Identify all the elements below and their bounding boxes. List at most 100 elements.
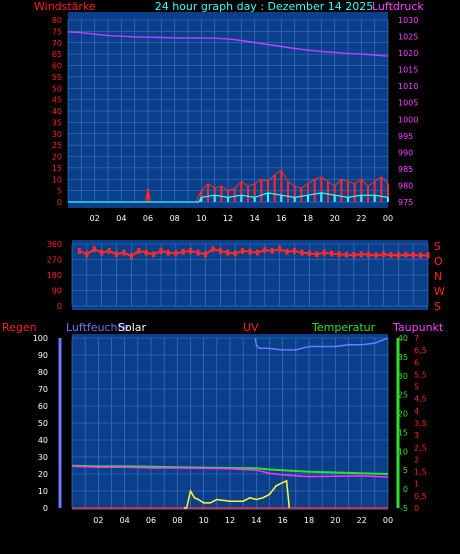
legend-temperature: Temperatur xyxy=(311,321,376,334)
y-tick-label-pressure: 980 xyxy=(398,181,413,190)
y-tick-label-direction: 360 xyxy=(47,240,62,249)
compass-label: N xyxy=(434,270,442,283)
x-tick-label: 04 xyxy=(120,516,130,525)
y-tick-label-left: 0 xyxy=(43,504,48,513)
x-tick-label: 16 xyxy=(276,214,286,223)
y-tick-label-uv: 2 xyxy=(414,455,419,464)
y-tick-label-temp: 25 xyxy=(398,391,408,400)
y-tick-label-pressure: 975 xyxy=(398,198,413,207)
x-tick-label: 06 xyxy=(146,516,156,525)
x-tick-label: 10 xyxy=(196,214,206,223)
direction-line xyxy=(78,248,429,258)
x-tick-label: 04 xyxy=(116,214,126,223)
y-tick-label-pressure: 990 xyxy=(398,148,413,157)
y-tick-label-left: 40 xyxy=(38,436,48,445)
y-tick-label-temp: -5 xyxy=(400,504,408,513)
y-tick-label-uv: 7 xyxy=(414,334,419,343)
legend-rain: Regen xyxy=(2,321,37,334)
y-tick-label-left: 100 xyxy=(33,334,48,343)
y-tick-label-uv: 4,5 xyxy=(414,395,427,404)
y-tick-label-uv: 3,5 xyxy=(414,419,427,428)
compass-label: S xyxy=(434,300,441,313)
solar-line xyxy=(183,479,291,509)
compass-label: S xyxy=(434,240,441,253)
x-tick-label: 12 xyxy=(225,516,235,525)
y-tick-label-temp: 10 xyxy=(398,447,408,456)
y-tick-label-wind: 55 xyxy=(52,73,62,82)
x-tick-label: 20 xyxy=(330,214,340,223)
humidity-line xyxy=(254,337,389,351)
y-tick-label-temp: 35 xyxy=(398,353,408,362)
y-tick-label-wind: 20 xyxy=(52,153,62,162)
wind-axis-title: Windstärke xyxy=(34,0,96,13)
y-tick-label-uv: 6,5 xyxy=(414,346,427,355)
y-tick-label-uv: 2,5 xyxy=(414,443,427,452)
grid-weather xyxy=(71,337,389,509)
y-tick-label-uv: 0,5 xyxy=(414,492,427,501)
pressure-axis-title: Luftdruck xyxy=(372,0,424,13)
y-tick-label-temp: 5 xyxy=(403,466,408,475)
x-tick-label: 02 xyxy=(90,214,100,223)
y-tick-label-temp: 40 xyxy=(398,334,408,343)
y-tick-label-left: 60 xyxy=(38,402,48,411)
y-tick-label-wind: 40 xyxy=(52,107,62,116)
y-tick-label-pressure: 1005 xyxy=(398,99,418,108)
x-tick-label: 16 xyxy=(278,516,288,525)
y-tick-label-left: 50 xyxy=(38,419,48,428)
gust-line xyxy=(68,192,389,203)
chart-title: 24 hour graph day : Dezember 14 2025 xyxy=(155,0,374,13)
y-tick-label-pressure: 1010 xyxy=(398,82,418,91)
y-tick-label-wind: 45 xyxy=(52,96,62,105)
y-tick-label-pressure: 1000 xyxy=(398,115,418,124)
y-tick-label-wind: 5 xyxy=(57,187,62,196)
y-tick-label-wind: 0 xyxy=(57,198,62,207)
y-tick-label-pressure: 1020 xyxy=(398,49,418,58)
y-tick-label-uv: 5 xyxy=(414,383,419,392)
data-marks xyxy=(58,31,430,509)
x-tick-label: 20 xyxy=(330,516,340,525)
x-tick-label: 08 xyxy=(172,516,182,525)
y-tick-label-wind: 10 xyxy=(52,175,62,184)
x-tick-label: 12 xyxy=(223,214,233,223)
legend-dewpoint: Taupunkt xyxy=(392,321,444,334)
y-tick-label-uv: 1 xyxy=(414,480,419,489)
y-tick-label-uv: 6 xyxy=(414,358,419,367)
y-tick-label-left: 80 xyxy=(38,368,48,377)
pressure-line xyxy=(67,31,389,57)
y-tick-label-wind: 60 xyxy=(52,62,62,71)
y-tick-label-wind: 70 xyxy=(52,39,62,48)
x-tick-label: 00 xyxy=(383,214,393,223)
y-tick-label-pressure: 985 xyxy=(398,165,413,174)
y-tick-label-direction: 270 xyxy=(47,256,62,265)
y-tick-label-uv: 0 xyxy=(414,504,419,513)
compass-label: O xyxy=(434,255,443,268)
y-tick-label-left: 10 xyxy=(38,487,48,496)
y-tick-label-temp: 30 xyxy=(398,372,408,381)
y-tick-label-wind: 50 xyxy=(52,84,62,93)
x-tick-label: 18 xyxy=(304,516,314,525)
x-tick-label: 00 xyxy=(383,516,393,525)
direction-point xyxy=(426,252,430,259)
wind-line xyxy=(68,169,389,203)
x-tick-label: 10 xyxy=(199,516,209,525)
y-tick-label-left: 20 xyxy=(38,470,48,479)
x-tick-label: 02 xyxy=(93,516,103,525)
compass-label: W xyxy=(434,285,445,298)
y-tick-label-pressure: 1025 xyxy=(398,33,418,42)
y-tick-label-wind: 30 xyxy=(52,130,62,139)
x-tick-label: 18 xyxy=(303,214,313,223)
y-tick-label-wind: 80 xyxy=(52,16,62,25)
y-tick-label-pressure: 1030 xyxy=(398,16,418,25)
x-tick-label: 08 xyxy=(170,214,180,223)
y-tick-label-temp: 15 xyxy=(398,428,408,437)
x-tick-label: 14 xyxy=(251,516,261,525)
y-tick-label-uv: 1,5 xyxy=(414,468,427,477)
dewpoint-line xyxy=(71,465,389,478)
y-tick-label-uv: 3 xyxy=(414,431,419,440)
legend-humidity: Luftfeuchte xyxy=(66,321,129,334)
y-tick-label-uv: 4 xyxy=(414,407,419,416)
axis-tick-labels: 8075706560555045403530252015105010301025… xyxy=(33,16,445,525)
y-tick-label-wind: 35 xyxy=(52,118,62,127)
